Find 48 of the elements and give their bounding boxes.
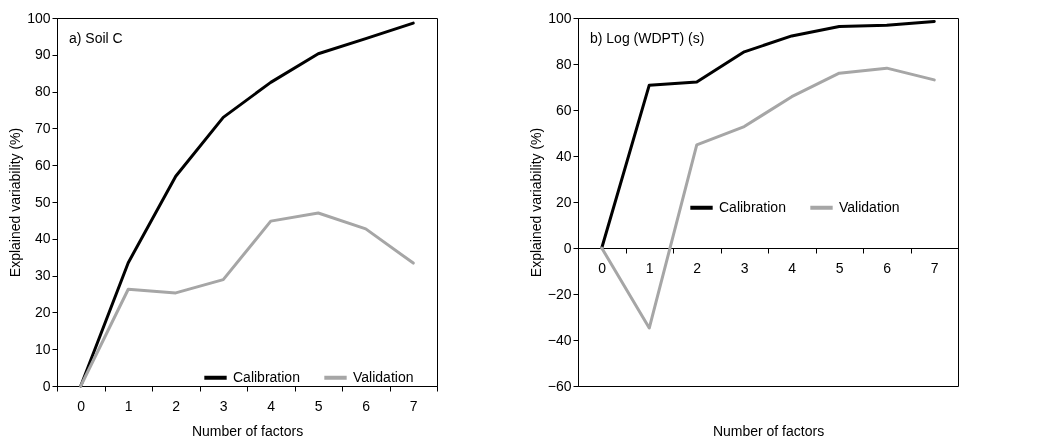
x-tick-label: 5 <box>835 259 844 276</box>
text: b) Log (WDPT) (s) <box>590 30 705 46</box>
y-tick-label: −40 <box>547 331 572 348</box>
y-axis-title: Explained variability (%) <box>7 127 24 278</box>
x-tick-label: 6 <box>883 259 892 276</box>
y-tick-label: 60 <box>34 156 51 173</box>
y-tick-label: 20 <box>34 303 51 320</box>
y-tick-label: 0 <box>42 377 51 394</box>
x-tick-label: 7 <box>930 259 939 276</box>
legend-label: Validation <box>353 368 414 385</box>
x-tick-label: 5 <box>314 397 323 414</box>
y-axis-title: Explained variability (%) <box>527 127 544 278</box>
y-tick-label: 100 <box>27 9 51 26</box>
text: a) Soil C <box>69 30 123 46</box>
x-tick-label: 2 <box>172 397 181 414</box>
x-tick-label: 2 <box>693 259 702 276</box>
x-tick-label: 0 <box>77 397 86 414</box>
x-tick-label: 3 <box>219 397 228 414</box>
legend-label: Calibration <box>233 368 300 385</box>
x-tick-label: 3 <box>740 259 749 276</box>
x-tick-label: 4 <box>267 397 276 414</box>
y-tick-label: 30 <box>34 267 51 284</box>
y-tick-label: −20 <box>547 285 572 302</box>
y-tick-label: 40 <box>555 147 572 164</box>
x-tick-label: 0 <box>598 259 607 276</box>
y-tick-label: 80 <box>555 55 572 72</box>
x-tick-label: 1 <box>645 259 654 276</box>
y-tick-label: 60 <box>555 101 572 118</box>
y-tick-label: 90 <box>34 46 51 63</box>
x-tick-label: 4 <box>788 259 797 276</box>
y-tick-label: 0 <box>563 239 572 256</box>
y-tick-label: −60 <box>547 377 572 394</box>
y-tick-label: 80 <box>34 83 51 100</box>
x-axis-title: Number of factors <box>712 422 825 439</box>
line-series <box>600 66 936 330</box>
y-tick-label: 20 <box>555 193 572 210</box>
line-series <box>79 211 415 388</box>
x-axis-title: Number of factors <box>191 422 304 439</box>
legend-label: Validation <box>839 198 900 215</box>
x-tick-label: 6 <box>362 397 371 414</box>
y-tick-label: 50 <box>34 193 51 210</box>
legend-label: Calibration <box>719 198 786 215</box>
y-tick-label: 10 <box>34 340 51 357</box>
y-tick-label: 100 <box>548 9 572 26</box>
y-tick-label: 70 <box>34 119 51 136</box>
x-tick-label: 1 <box>124 397 133 414</box>
y-tick-label: 40 <box>34 230 51 247</box>
x-tick-label: 7 <box>409 397 418 414</box>
